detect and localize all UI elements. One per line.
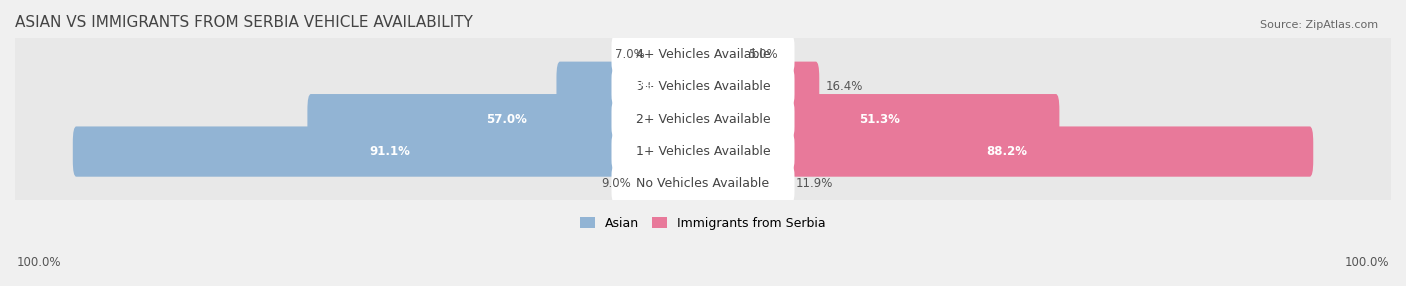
Text: 1+ Vehicles Available: 1+ Vehicles Available [636,145,770,158]
Text: No Vehicles Available: No Vehicles Available [637,178,769,190]
Text: 11.9%: 11.9% [796,178,832,190]
FancyBboxPatch shape [15,168,1391,200]
Text: 9.0%: 9.0% [600,178,631,190]
FancyBboxPatch shape [612,37,794,72]
FancyBboxPatch shape [15,70,1391,103]
FancyBboxPatch shape [73,126,706,177]
Text: 51.3%: 51.3% [859,113,900,126]
FancyBboxPatch shape [612,69,794,104]
FancyBboxPatch shape [15,38,1391,71]
Text: 2+ Vehicles Available: 2+ Vehicles Available [636,113,770,126]
Text: 4+ Vehicles Available: 4+ Vehicles Available [636,48,770,61]
Text: 5.0%: 5.0% [748,48,778,61]
FancyBboxPatch shape [557,61,706,112]
Text: 91.1%: 91.1% [370,145,411,158]
FancyBboxPatch shape [15,103,1391,136]
Text: 88.2%: 88.2% [986,145,1026,158]
FancyBboxPatch shape [612,134,794,169]
FancyBboxPatch shape [15,135,1391,168]
FancyBboxPatch shape [700,29,741,80]
FancyBboxPatch shape [638,159,706,209]
FancyBboxPatch shape [612,167,794,201]
FancyBboxPatch shape [700,61,820,112]
FancyBboxPatch shape [700,94,1059,144]
Text: 7.0%: 7.0% [614,48,644,61]
FancyBboxPatch shape [700,159,789,209]
FancyBboxPatch shape [308,94,706,144]
Text: Source: ZipAtlas.com: Source: ZipAtlas.com [1260,20,1378,30]
FancyBboxPatch shape [612,102,794,136]
Text: 3+ Vehicles Available: 3+ Vehicles Available [636,80,770,93]
Text: 100.0%: 100.0% [17,256,62,269]
Text: 100.0%: 100.0% [1344,256,1389,269]
FancyBboxPatch shape [651,29,706,80]
Text: 16.4%: 16.4% [827,80,863,93]
Text: 57.0%: 57.0% [486,113,527,126]
FancyBboxPatch shape [700,126,1313,177]
Text: 20.8%: 20.8% [612,80,652,93]
Legend: Asian, Immigrants from Serbia: Asian, Immigrants from Serbia [581,217,825,230]
Text: ASIAN VS IMMIGRANTS FROM SERBIA VEHICLE AVAILABILITY: ASIAN VS IMMIGRANTS FROM SERBIA VEHICLE … [15,15,472,30]
